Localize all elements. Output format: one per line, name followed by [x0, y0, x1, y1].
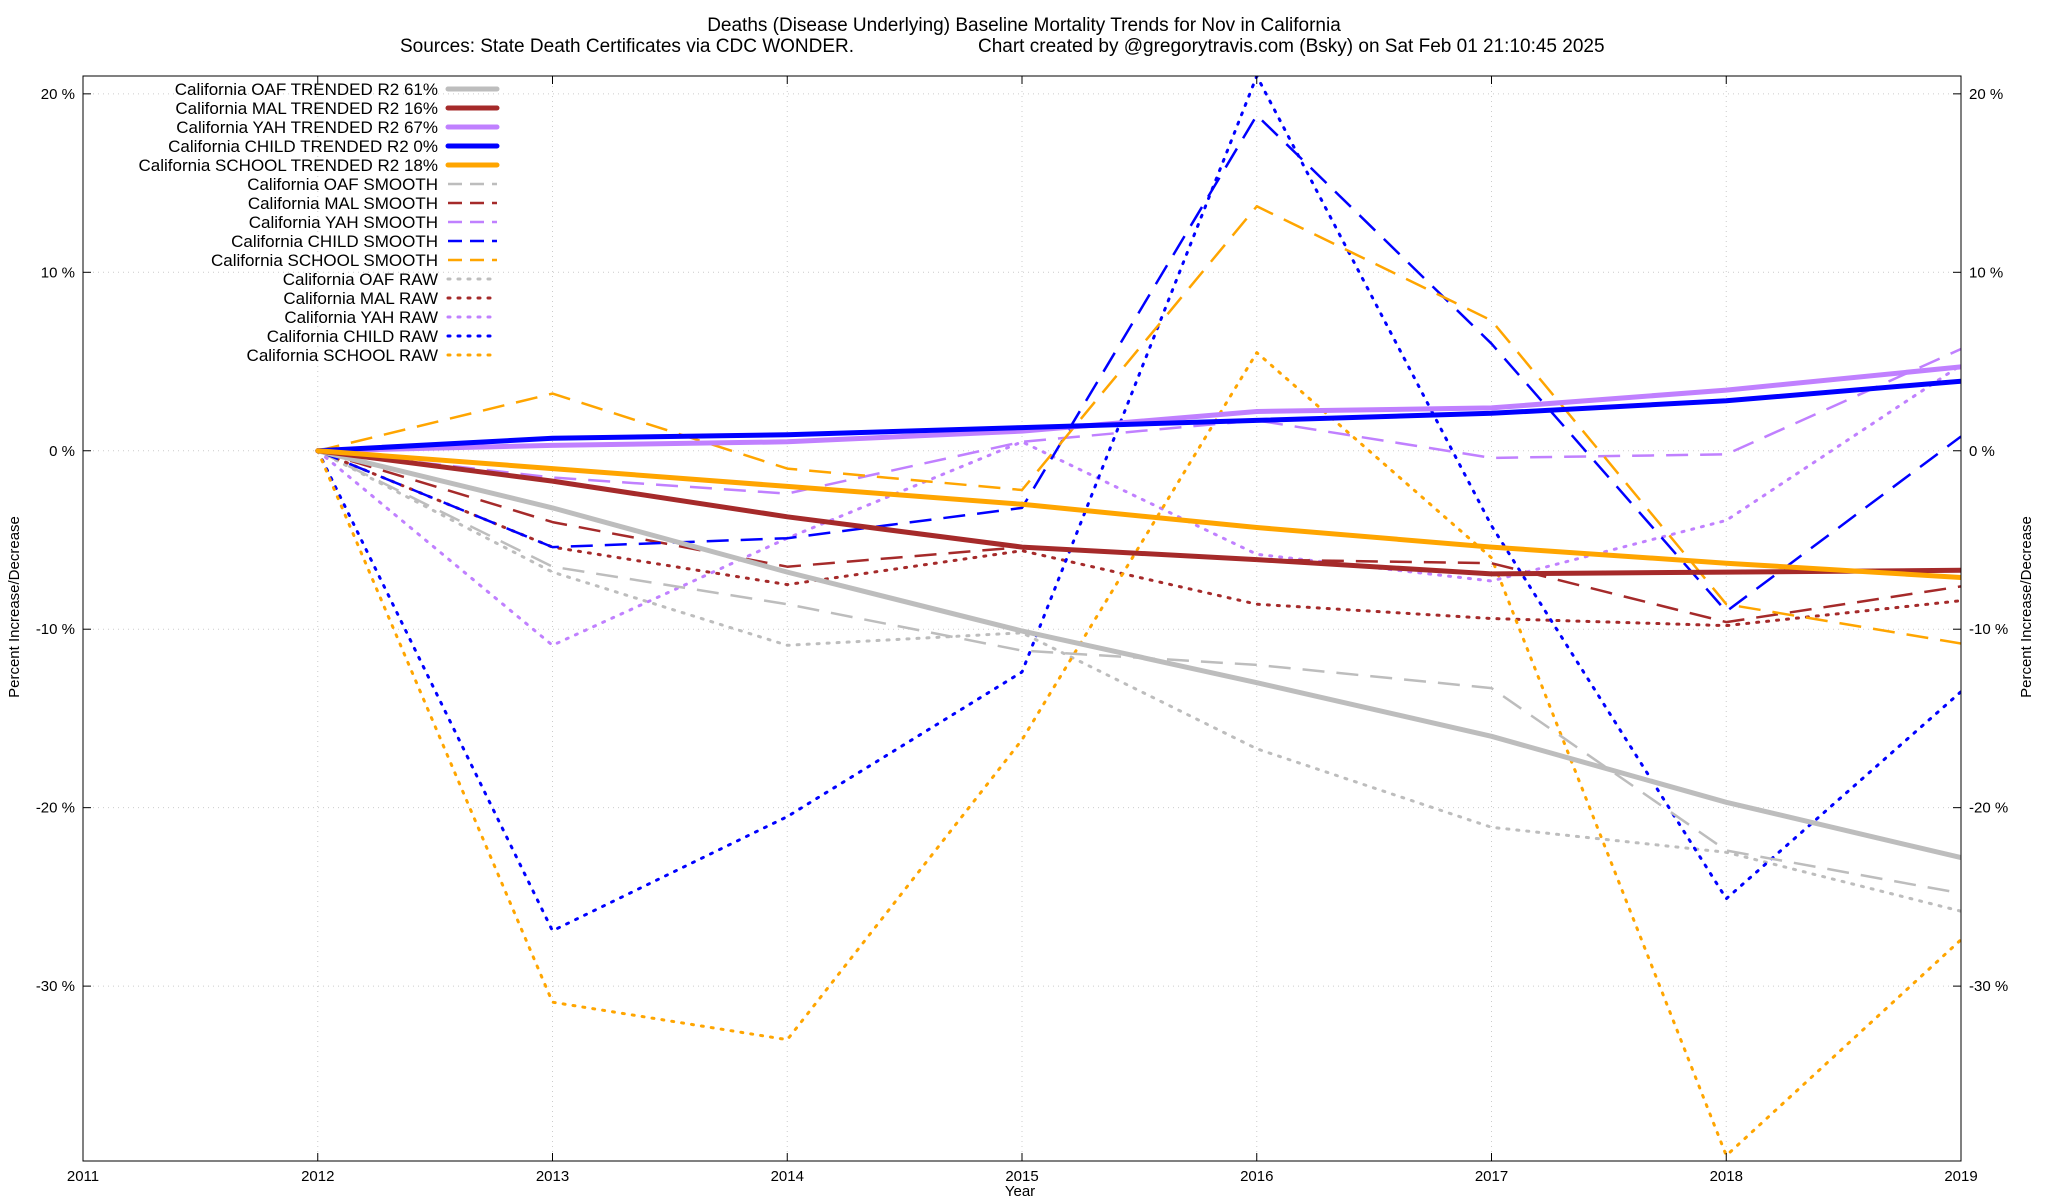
- legend-label: California YAH RAW: [284, 308, 438, 327]
- legend-label: California CHILD SMOOTH: [231, 232, 438, 251]
- y-axis-label-left: Percent Increase/Decrease: [6, 516, 23, 698]
- grid: [82, 76, 1962, 1161]
- y-tick-label-left: -20 %: [36, 800, 75, 817]
- series-line-solid: [315, 378, 1961, 454]
- chart-title: Deaths (Disease Underlying) Baseline Mor…: [707, 15, 1341, 36]
- series-line-solid: [315, 448, 1961, 861]
- x-tick-label: 2019: [1944, 1168, 1977, 1185]
- y-tick-label-right: -10 %: [1969, 621, 2008, 638]
- y-tick-label-left: 20 %: [41, 86, 75, 103]
- legend-label: California OAF SMOOTH: [247, 175, 438, 194]
- legend-label: California CHILD TRENDED R2 0%: [168, 137, 438, 156]
- y-tick-label-left: 10 %: [41, 264, 75, 281]
- x-tick-label: 2017: [1475, 1168, 1508, 1185]
- x-tick-label: 2018: [1710, 1168, 1743, 1185]
- legend-label: California MAL RAW: [283, 289, 438, 308]
- x-tick-label: 2014: [771, 1168, 804, 1185]
- y-tick-label-right: -20 %: [1969, 800, 2008, 817]
- legend-label: California MAL SMOOTH: [248, 194, 438, 213]
- legend-label: California CHILD RAW: [267, 327, 438, 346]
- series-line-solid: [315, 448, 1961, 577]
- y-tick-label-right: 20 %: [1969, 86, 2003, 103]
- series-line-dashed: [317, 114, 1961, 613]
- legend-label: California OAF TRENDED R2 61%: [175, 80, 438, 99]
- series-line-dotted: [316, 449, 1961, 628]
- y-axis-label-right: Percent Increase/Decrease: [2018, 516, 2035, 698]
- x-tick-label: 2011: [67, 1168, 99, 1185]
- axis-ticks: 2011 2012 2013 2014 2015 2016 2017 2018 2019 20 %…: [36, 76, 2008, 1185]
- y-tick-label-right: -30 %: [1969, 978, 2008, 995]
- legend-label: California SCHOOL SMOOTH: [211, 251, 438, 270]
- chart-subtitle-right: Chart created by @gregorytravis.com (Bsk…: [978, 36, 1605, 57]
- legend-label: California SCHOOL RAW: [247, 346, 438, 365]
- legend-label: California OAF RAW: [283, 270, 438, 289]
- series-line-dashed: [317, 205, 1961, 645]
- y-tick-label-left: 0 %: [49, 443, 75, 460]
- series-lines: [315, 76, 1961, 1158]
- legend-label: California YAH SMOOTH: [249, 213, 438, 232]
- y-tick-label-right: 0 %: [1969, 443, 1995, 460]
- y-tick-label-right: 10 %: [1969, 264, 2003, 281]
- y-tick-label-left: -30 %: [36, 978, 75, 995]
- series-line-dashed: [317, 347, 1961, 495]
- y-tick-label-left: -10 %: [36, 621, 75, 638]
- series-line-dotted: [316, 351, 1961, 1158]
- series-line-dotted: [316, 449, 1961, 913]
- x-tick-label: 2013: [536, 1168, 569, 1185]
- legend-label: California MAL TRENDED R2 16%: [175, 99, 438, 118]
- legend-label: California YAH TRENDED R2 67%: [176, 118, 438, 137]
- x-tick-label: 2012: [301, 1168, 334, 1185]
- series-line-dotted: [316, 76, 1961, 933]
- x-axis-label: Year: [1005, 1183, 1035, 1200]
- chart-subtitle-left: Sources: State Death Certificates via CD…: [400, 36, 854, 57]
- legend-label: California SCHOOL TRENDED R2 18%: [139, 156, 438, 175]
- x-tick-label: 2015: [1005, 1168, 1038, 1185]
- series-line-dotted: [316, 363, 1961, 647]
- series-line-solid: [315, 448, 1961, 580]
- x-tick-label: 2016: [1240, 1168, 1273, 1185]
- legend: California OAF TRENDED R2 61%California …: [139, 80, 500, 365]
- series-line-solid: [315, 364, 1961, 454]
